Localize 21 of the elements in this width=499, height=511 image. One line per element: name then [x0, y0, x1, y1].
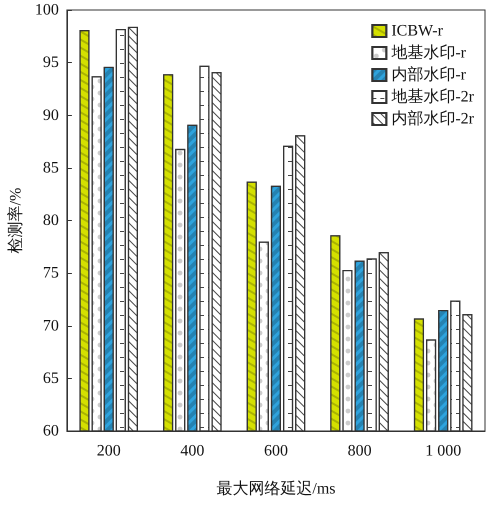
x-axis-title: 最大网络延迟/ms: [216, 480, 336, 498]
x-tick-label: 600: [264, 442, 288, 460]
x-tick-label: 400: [180, 442, 204, 460]
y-tick-label: 65: [42, 370, 59, 387]
legend-label: 内部水印-r: [391, 66, 467, 84]
y-tick-label: 85: [42, 159, 59, 176]
y-tick-label: 70: [42, 317, 59, 334]
x-tick-label: 1 000: [425, 442, 462, 460]
legend-label: 地基水印-2r: [390, 88, 475, 106]
y-tick-label: 90: [42, 106, 59, 124]
y-tick-label: 60: [42, 422, 59, 440]
x-tick-label: 800: [348, 442, 372, 460]
y-tick-label: 95: [42, 54, 59, 72]
legend-label: ICBW-r: [391, 22, 444, 40]
legend-label: 内部水印-2r: [391, 110, 475, 128]
y-tick-label: 75: [42, 264, 59, 282]
y-tick-label: 80: [42, 212, 59, 229]
y-axis-title: 检测率/%: [6, 188, 24, 254]
x-tick-label: 200: [96, 442, 121, 460]
legend-label: 地基水印-r: [390, 44, 467, 62]
y-tick-label: 100: [34, 2, 59, 18]
